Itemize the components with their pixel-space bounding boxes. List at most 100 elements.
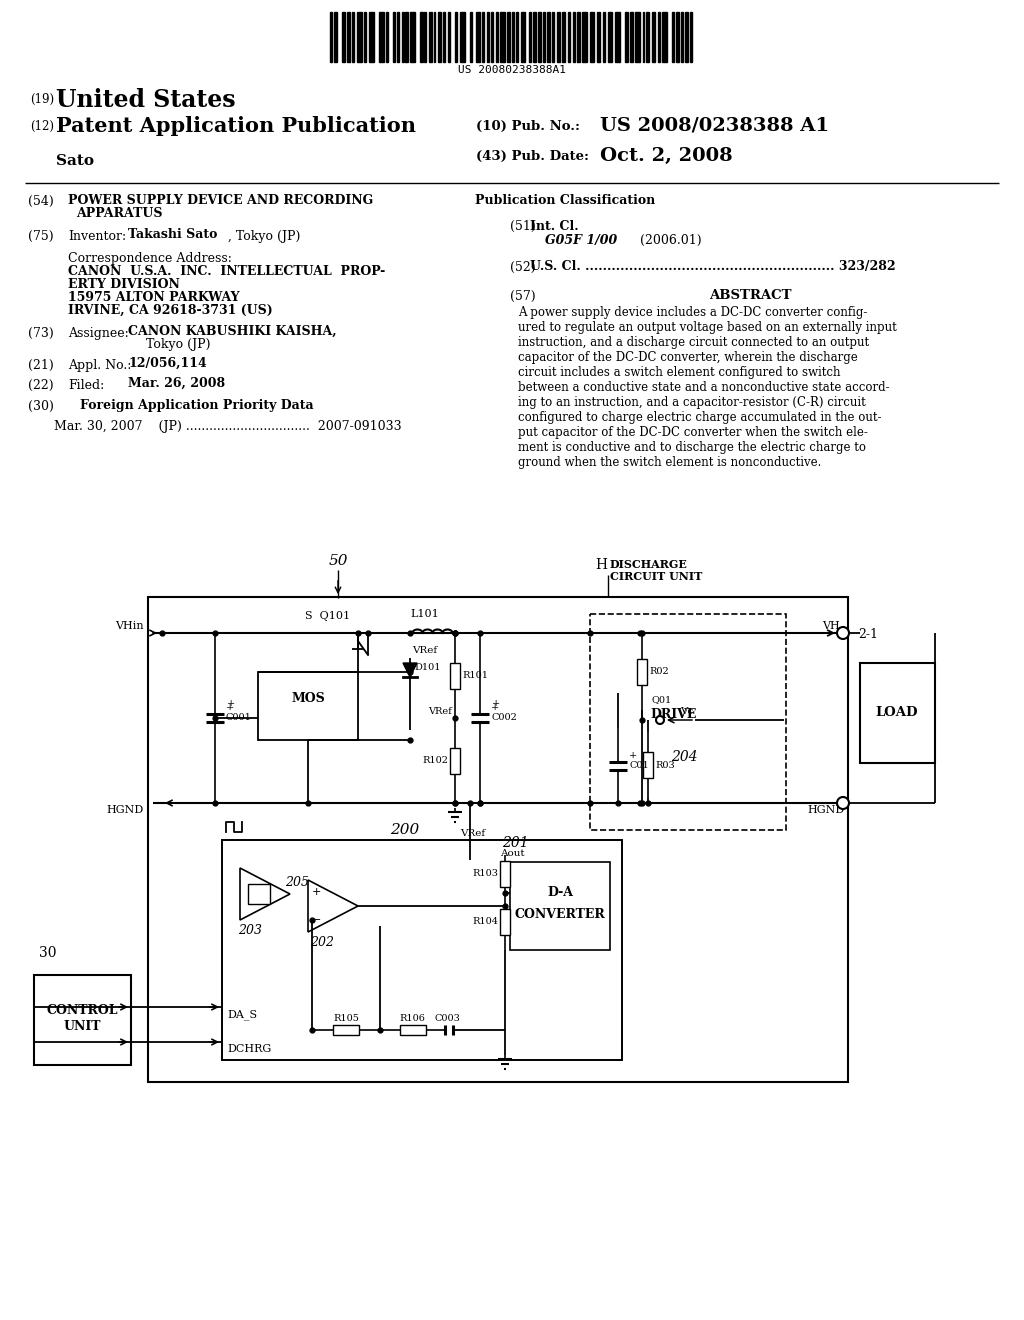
- Bar: [248, 884, 270, 904]
- Text: H: H: [595, 558, 607, 572]
- Text: 50: 50: [329, 554, 348, 568]
- Text: U.S. Cl. ......................................................... 323/282: U.S. Cl. ...............................…: [530, 260, 896, 273]
- Text: , Tokyo (JP): , Tokyo (JP): [228, 230, 300, 243]
- Circle shape: [837, 797, 849, 809]
- Text: 205: 205: [285, 876, 309, 888]
- Bar: [681, 12, 683, 62]
- Bar: [396, 12, 399, 62]
- Bar: [507, 12, 510, 62]
- Circle shape: [656, 715, 664, 723]
- Bar: [512, 12, 514, 62]
- Text: 200: 200: [390, 822, 419, 837]
- Text: C001: C001: [226, 714, 252, 722]
- Bar: [393, 12, 395, 62]
- Bar: [334, 12, 337, 62]
- Text: ERTY DIVISION: ERTY DIVISION: [68, 279, 180, 290]
- Bar: [222, 840, 622, 1060]
- Text: CANON KABUSHIKI KAISHA,: CANON KABUSHIKI KAISHA,: [128, 325, 337, 338]
- Text: D-A: D-A: [547, 886, 573, 899]
- Text: L101: L101: [411, 609, 439, 619]
- Text: 30: 30: [39, 946, 56, 960]
- Text: Correspondence Address:: Correspondence Address:: [68, 252, 231, 265]
- Text: 201: 201: [502, 836, 528, 850]
- Text: R104: R104: [472, 917, 498, 927]
- Bar: [539, 12, 541, 62]
- Bar: [657, 12, 659, 62]
- Text: HGND: HGND: [808, 805, 845, 814]
- Bar: [399, 1026, 426, 1035]
- Text: Assignee:: Assignee:: [68, 327, 129, 341]
- Text: +: +: [227, 698, 236, 708]
- Text: Int. Cl.: Int. Cl.: [530, 220, 579, 234]
- Bar: [460, 12, 465, 62]
- Bar: [386, 12, 388, 62]
- Bar: [500, 861, 510, 887]
- Text: Foreign Application Priority Data: Foreign Application Priority Data: [80, 399, 313, 412]
- Text: (12): (12): [30, 120, 54, 133]
- Bar: [552, 12, 554, 62]
- Text: CANON  U.S.A.  INC.  INTELLECTUAL  PROP-: CANON U.S.A. INC. INTELLECTUAL PROP-: [68, 265, 385, 279]
- Text: R102: R102: [422, 756, 449, 766]
- Bar: [352, 12, 354, 62]
- Bar: [401, 12, 403, 62]
- Text: Aout: Aout: [500, 849, 524, 858]
- Text: (10) Pub. No.:: (10) Pub. No.:: [476, 120, 580, 133]
- Bar: [370, 12, 374, 62]
- Text: (73): (73): [28, 327, 53, 341]
- Bar: [532, 12, 536, 62]
- Bar: [591, 12, 594, 62]
- Circle shape: [837, 627, 849, 639]
- Text: Takashi Sato: Takashi Sato: [128, 228, 217, 242]
- Bar: [646, 12, 649, 62]
- Bar: [690, 12, 691, 62]
- Bar: [516, 12, 518, 62]
- Bar: [672, 12, 674, 62]
- Text: MOS: MOS: [291, 692, 325, 705]
- Text: C002: C002: [490, 714, 517, 722]
- Bar: [643, 752, 653, 777]
- Text: (21): (21): [28, 359, 53, 372]
- Text: 15975 ALTON PARKWAY: 15975 ALTON PARKWAY: [68, 290, 240, 304]
- Bar: [342, 12, 345, 62]
- Text: Mar. 30, 2007    (JP) ................................  2007-091033: Mar. 30, 2007 (JP) .....................…: [54, 420, 401, 433]
- Text: Appl. No.:: Appl. No.:: [68, 359, 131, 372]
- Text: C003: C003: [434, 1014, 460, 1023]
- Text: (52): (52): [510, 261, 536, 275]
- Bar: [365, 12, 367, 62]
- Bar: [637, 659, 647, 685]
- Bar: [860, 663, 935, 763]
- Text: A power supply device includes a DC-DC converter config-
ured to regulate an out: A power supply device includes a DC-DC c…: [518, 306, 897, 469]
- Bar: [449, 12, 451, 62]
- Text: +: +: [226, 704, 234, 713]
- Text: 12/056,114: 12/056,114: [128, 356, 207, 370]
- Text: 2-1: 2-1: [858, 628, 878, 642]
- Text: DCHRG: DCHRG: [227, 1044, 271, 1053]
- Text: R103: R103: [472, 870, 498, 879]
- Bar: [572, 12, 574, 62]
- Bar: [379, 12, 384, 62]
- Bar: [603, 12, 605, 62]
- Bar: [597, 12, 600, 62]
- Bar: [547, 12, 550, 62]
- Text: Q01: Q01: [652, 696, 672, 704]
- Bar: [528, 12, 531, 62]
- Bar: [424, 12, 426, 62]
- Text: CONVERTER: CONVERTER: [515, 908, 605, 920]
- Bar: [676, 12, 679, 62]
- Text: R105: R105: [333, 1014, 359, 1023]
- Bar: [476, 12, 479, 62]
- Text: Mar. 26, 2008: Mar. 26, 2008: [128, 378, 225, 389]
- Text: CONTROL: CONTROL: [46, 1003, 118, 1016]
- Text: +: +: [629, 751, 637, 760]
- Bar: [642, 12, 644, 62]
- Bar: [455, 12, 457, 62]
- Bar: [543, 12, 545, 62]
- Text: VRef: VRef: [460, 829, 485, 838]
- Bar: [607, 12, 612, 62]
- Text: Vc: Vc: [680, 708, 693, 715]
- Bar: [577, 12, 580, 62]
- Text: Patent Application Publication: Patent Application Publication: [56, 116, 416, 136]
- Bar: [590, 614, 786, 830]
- Text: (54): (54): [28, 195, 53, 209]
- Bar: [333, 1026, 359, 1035]
